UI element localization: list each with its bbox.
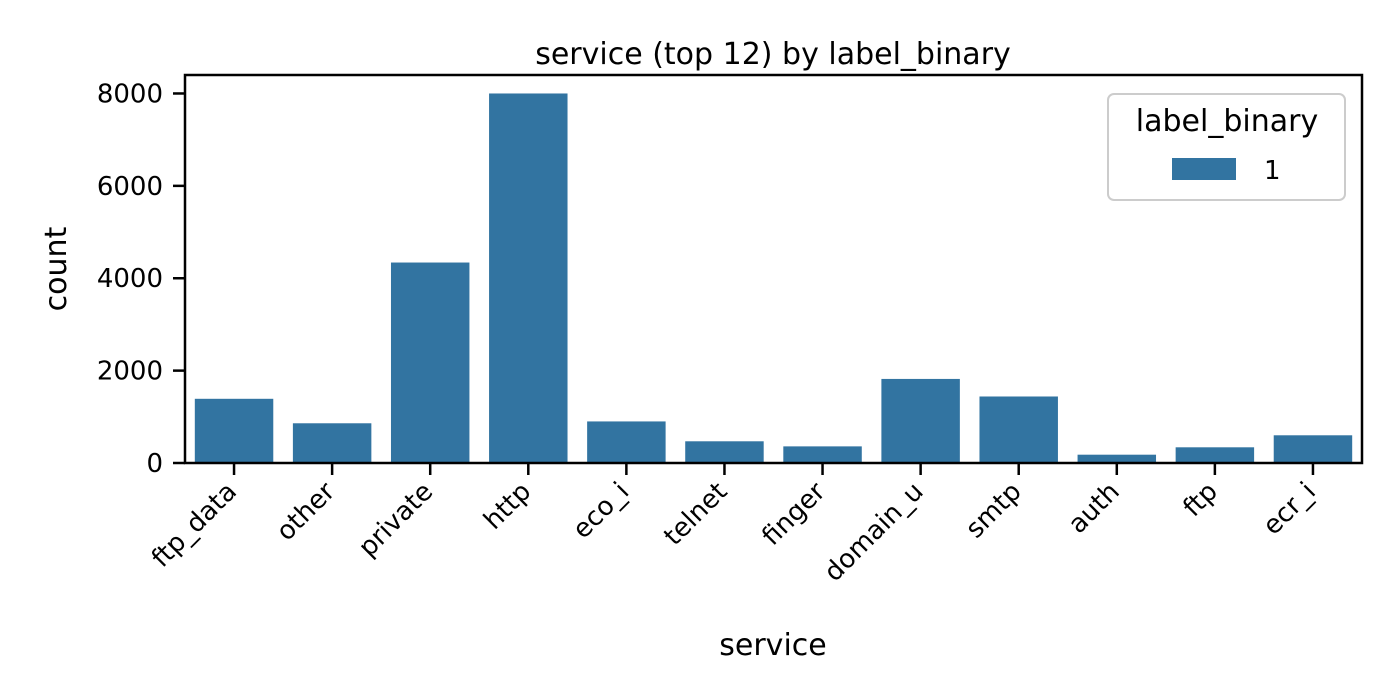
bar-eco_i — [587, 421, 666, 463]
bar-private — [390, 262, 470, 463]
x-tick-label-ftp: ftp — [1178, 477, 1224, 523]
bar-ecr_i — [1273, 435, 1353, 463]
y-tick-label: 8000 — [97, 79, 163, 109]
x-axis: ftp_data other private http eco_i telnet finge… — [146, 463, 1322, 588]
x-tick-label-private: private — [353, 477, 439, 563]
y-tick-label: 0 — [146, 449, 163, 479]
x-tick-label-eco_i: eco_i — [567, 477, 635, 545]
bar-ftp_data — [194, 398, 274, 463]
y-axis: 0 2000 4000 6000 8000 — [97, 79, 185, 479]
y-tick-label: 6000 — [97, 172, 163, 202]
x-axis-label: service — [719, 628, 826, 663]
x-tick-label-auth: auth — [1063, 477, 1126, 540]
legend: label_binary 1 — [1107, 93, 1346, 201]
bar-smtp — [979, 396, 1058, 463]
plot-frame — [183, 73, 1364, 465]
x-tick-label-finger: finger — [757, 477, 832, 552]
bars-group — [194, 93, 1353, 463]
bar-telnet — [685, 441, 764, 463]
y-axis-label: count — [39, 226, 74, 311]
bar-domain_u — [881, 378, 960, 463]
chart-title: service (top 12) by label_binary — [535, 37, 1011, 72]
legend-title: label_binary — [1136, 104, 1318, 139]
x-tick-label-ftp_data: ftp_data — [146, 477, 243, 574]
x-tick-label-telnet: telnet — [658, 477, 733, 552]
bar-other — [292, 423, 372, 463]
bar-ftp — [1175, 447, 1255, 463]
bar-auth — [1077, 454, 1157, 463]
y-tick-label: 2000 — [97, 357, 163, 387]
bar-finger — [783, 446, 862, 463]
x-tick-label-ecr_i: ecr_i — [1257, 477, 1322, 542]
legend-swatch — [1172, 158, 1236, 180]
x-tick-label-http: http — [478, 477, 537, 536]
legend-entry-label: 1 — [1264, 156, 1281, 186]
legend-box — [1107, 93, 1346, 201]
bar-http — [489, 93, 568, 463]
x-tick-label-smtp: smtp — [960, 477, 1028, 545]
x-tick-label-domain_u: domain_u — [819, 477, 930, 588]
y-tick-label: 4000 — [97, 264, 163, 294]
x-tick-label-other: other — [271, 477, 341, 547]
